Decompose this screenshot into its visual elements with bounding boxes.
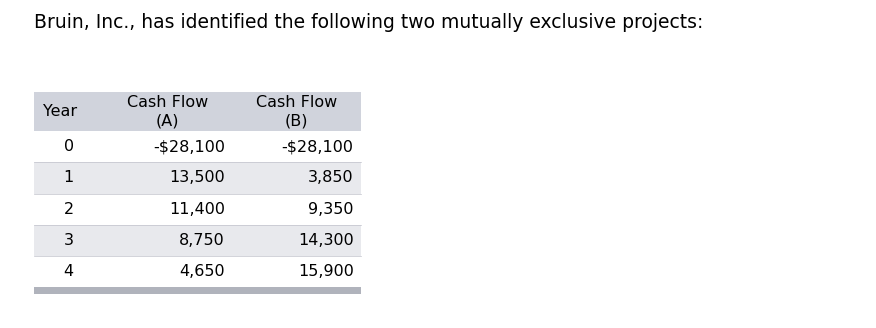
Bar [34, 131, 361, 162]
Text: 11,400: 11,400 [169, 202, 225, 216]
Text: 4,650: 4,650 [180, 264, 225, 279]
Text: -$28,100: -$28,100 [153, 139, 225, 154]
Bar [34, 287, 361, 294]
Text: Bruin, Inc., has identified the following two mutually exclusive projects:: Bruin, Inc., has identified the followin… [34, 13, 703, 32]
Text: 15,900: 15,900 [298, 264, 354, 279]
Text: 1: 1 [64, 171, 74, 185]
Bar [34, 162, 361, 194]
Text: Cash Flow
(A): Cash Flow (A) [127, 95, 208, 128]
Bar [34, 256, 361, 287]
Text: 3,850: 3,850 [308, 171, 354, 185]
Text: 2: 2 [64, 202, 74, 216]
Text: 9,350: 9,350 [308, 202, 354, 216]
Text: 0: 0 [64, 139, 74, 154]
Text: Cash Flow
(B): Cash Flow (B) [256, 95, 336, 128]
Text: 8,750: 8,750 [180, 233, 225, 248]
Bar [34, 194, 361, 225]
Text: 13,500: 13,500 [169, 171, 225, 185]
Text: Year: Year [43, 104, 77, 119]
Text: 14,300: 14,300 [298, 233, 354, 248]
Text: -$28,100: -$28,100 [282, 139, 354, 154]
Bar [34, 225, 361, 256]
Text: 3: 3 [64, 233, 74, 248]
Bar [34, 92, 361, 131]
Text: 4: 4 [64, 264, 74, 279]
